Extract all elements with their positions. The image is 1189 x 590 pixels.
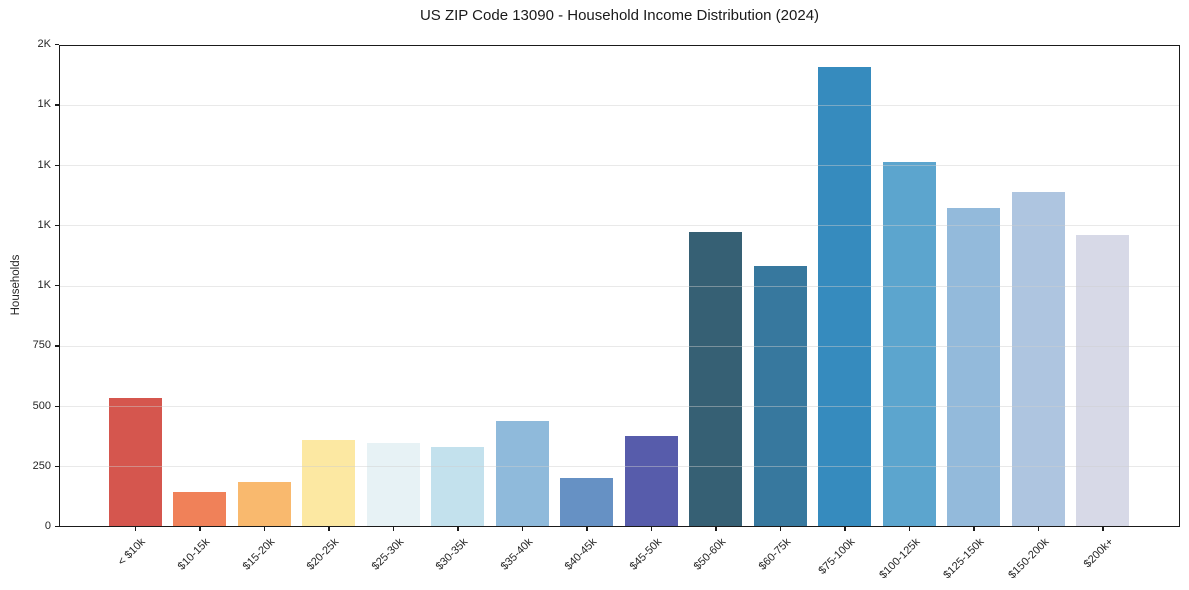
y-tick-label: 0 (44, 520, 51, 532)
y-tick-label: 1K (37, 218, 51, 231)
y-tick-mark (54, 285, 59, 287)
gridline-1750 (60, 104, 1179, 106)
x-tick-mark (908, 527, 911, 531)
y-tick-mark (54, 345, 59, 347)
x-tick-mark (586, 527, 588, 531)
x-tick-mark (1037, 527, 1040, 531)
y-tick-label: 250 (32, 459, 51, 472)
bar-11 (818, 67, 872, 526)
x-tick-mark (844, 527, 846, 531)
bar-15 (1076, 235, 1130, 526)
y-tick-label: 1K (37, 279, 51, 291)
x-tick-mark (392, 527, 395, 531)
y-tick-label: 1K (37, 98, 51, 111)
gridline-750 (60, 345, 1179, 347)
x-tick-mark (521, 527, 524, 531)
gridline-1500 (60, 165, 1179, 167)
bar-9 (689, 232, 743, 526)
x-tick-mark (779, 527, 782, 531)
bar-8 (624, 436, 678, 526)
y-tick-label: 1K (37, 158, 51, 171)
y-tick-label: 2K (37, 38, 51, 50)
bar-14 (1011, 192, 1065, 526)
gridline-1000 (60, 285, 1179, 287)
x-tick-mark (263, 527, 266, 531)
bar-7 (560, 477, 614, 526)
bar-5 (431, 447, 485, 526)
x-tick-mark (715, 527, 717, 531)
x-tick-mark (973, 527, 975, 531)
y-tick-mark (54, 465, 59, 468)
x-tick-mark (650, 527, 653, 531)
y-tick-mark (54, 44, 59, 46)
bar-10 (753, 266, 807, 526)
bar-13 (947, 207, 1001, 526)
chart-title: US ZIP Code 13090 - Household Income Dis… (419, 7, 820, 24)
bar-6 (495, 421, 549, 526)
x-tick-mark (199, 527, 201, 531)
bar-12 (882, 161, 936, 526)
y-tick-mark (54, 164, 59, 166)
bar-4 (366, 442, 420, 526)
x-tick-mark (457, 527, 459, 531)
y-tick-mark (54, 526, 59, 528)
plot-area (59, 45, 1180, 527)
x-tick-mark (328, 527, 330, 531)
y-tick-mark (54, 224, 59, 227)
y-tick-mark (54, 405, 59, 407)
bar-2 (237, 481, 291, 526)
gridline-500 (60, 406, 1179, 408)
y-tick-label: 500 (32, 399, 51, 412)
gridline-1250 (60, 225, 1179, 227)
x-tick-mark (134, 527, 137, 531)
bar-1 (173, 492, 227, 526)
gridline-250 (60, 466, 1179, 468)
y-tick-label: 750 (32, 339, 51, 352)
bar-0 (108, 398, 162, 526)
x-tick-mark (1102, 527, 1104, 531)
y-tick-mark (54, 104, 59, 106)
bar-3 (302, 439, 356, 526)
